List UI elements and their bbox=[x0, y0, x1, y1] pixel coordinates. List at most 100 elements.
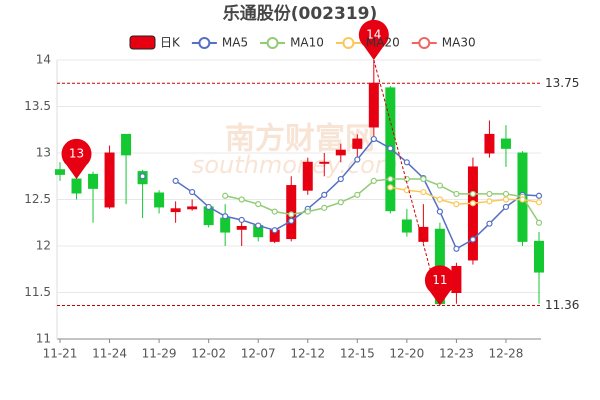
ma-point bbox=[354, 156, 361, 163]
legend-label: MA30 bbox=[442, 36, 476, 50]
x-tick-label: 12-12 bbox=[290, 347, 325, 361]
ma-point bbox=[222, 213, 229, 220]
candle-body bbox=[302, 161, 313, 191]
y-tick-label: 13.5 bbox=[24, 99, 51, 113]
x-tick-label: 12-23 bbox=[439, 347, 474, 361]
candle-body bbox=[154, 192, 165, 208]
candle-body bbox=[71, 178, 82, 194]
mark-pin-label: 13 bbox=[69, 147, 84, 161]
ma-point bbox=[469, 190, 477, 198]
candle-body bbox=[534, 240, 544, 273]
ma-point bbox=[502, 190, 510, 198]
ma-point bbox=[321, 191, 328, 198]
ma-point bbox=[387, 145, 394, 152]
candle-body bbox=[104, 152, 115, 208]
ma-point bbox=[502, 196, 510, 203]
ma-point bbox=[271, 227, 278, 234]
y-tick-label: 12 bbox=[36, 239, 51, 253]
legend-swatch bbox=[198, 37, 211, 49]
ma-point bbox=[387, 175, 394, 183]
candle-body bbox=[500, 138, 511, 149]
y-tick-label: 14 bbox=[36, 53, 51, 67]
mark-pin bbox=[358, 19, 389, 60]
x-tick-label: 11-21 bbox=[43, 347, 78, 361]
mark-pin bbox=[424, 265, 455, 306]
candle-body bbox=[335, 149, 346, 156]
ma-point bbox=[321, 204, 328, 211]
x-tick-label: 12-20 bbox=[389, 347, 424, 361]
ma-line bbox=[390, 186, 540, 205]
ma-point bbox=[255, 201, 262, 208]
legend-item: MA10 bbox=[260, 36, 324, 50]
ma-point bbox=[453, 201, 460, 208]
ma-point bbox=[304, 208, 311, 215]
legend-label: MA10 bbox=[290, 36, 324, 50]
ma-point bbox=[139, 173, 146, 180]
ma-point bbox=[535, 199, 543, 206]
candle-body bbox=[187, 206, 198, 210]
ma-point bbox=[271, 208, 278, 215]
mark-pin-label: 14 bbox=[366, 28, 381, 42]
legend-swatch bbox=[129, 35, 156, 50]
ma-point bbox=[486, 190, 493, 198]
ma-point bbox=[453, 190, 460, 198]
x-tick-label: 12-02 bbox=[191, 347, 226, 361]
ma-point bbox=[189, 188, 196, 196]
x-tick-label: 12-28 bbox=[489, 347, 524, 361]
ma-point bbox=[337, 199, 344, 206]
ma-point bbox=[436, 208, 443, 215]
ma-point bbox=[403, 187, 410, 194]
ma-point bbox=[502, 203, 510, 211]
legend-label: MA20 bbox=[366, 36, 400, 50]
x-tick-label: 11-29 bbox=[142, 347, 177, 361]
y-tick-label: 11.5 bbox=[24, 285, 51, 299]
legend-item: 日K bbox=[129, 35, 181, 50]
candle-body bbox=[368, 82, 379, 128]
mark-line-label: 11.36 bbox=[545, 298, 579, 312]
candle-body bbox=[319, 161, 330, 164]
legend-swatch bbox=[418, 37, 431, 49]
ma-point bbox=[354, 191, 361, 198]
ma-point bbox=[436, 182, 443, 189]
candle-body bbox=[55, 169, 65, 175]
ma-point bbox=[535, 192, 543, 199]
ma-point bbox=[238, 216, 245, 224]
x-tick-label: 12-15 bbox=[340, 347, 375, 361]
candle-body bbox=[484, 133, 495, 154]
ma-point bbox=[535, 219, 543, 226]
mark-line-label: 13.75 bbox=[545, 76, 579, 90]
ma-point bbox=[453, 245, 460, 252]
y-tick-label: 13 bbox=[36, 146, 51, 160]
candle-body bbox=[170, 208, 181, 213]
candle-body bbox=[88, 173, 99, 189]
mark-pin-label: 11 bbox=[432, 273, 447, 287]
x-tick-label: 11-24 bbox=[92, 347, 127, 361]
ma-point bbox=[288, 211, 295, 218]
ma-point bbox=[337, 175, 344, 183]
mark-pin bbox=[61, 138, 92, 180]
candle-body bbox=[220, 217, 231, 233]
ma-point bbox=[222, 192, 229, 199]
y-tick-label: 12.5 bbox=[24, 192, 51, 206]
watermark: 南方财富网 bbox=[225, 122, 375, 157]
ma-point bbox=[238, 196, 245, 203]
candle-body bbox=[352, 138, 363, 149]
ma-point bbox=[420, 188, 427, 196]
ma-point bbox=[205, 203, 212, 211]
ma-point bbox=[519, 196, 526, 203]
ma-point bbox=[486, 198, 493, 205]
chart-title: 乐通股份(002319) bbox=[223, 3, 378, 24]
candle-body bbox=[121, 133, 132, 156]
ma-point bbox=[288, 217, 295, 224]
x-tick-label: 12-07 bbox=[241, 347, 276, 361]
legend-item: MA20 bbox=[335, 36, 400, 50]
legend-label: MA5 bbox=[222, 36, 248, 50]
ma-point bbox=[370, 177, 377, 184]
legend-label: 日K bbox=[160, 36, 181, 50]
legend-item: MA30 bbox=[411, 36, 476, 50]
y-tick-label: 11 bbox=[36, 332, 51, 346]
ma-point bbox=[172, 177, 179, 184]
ma-point bbox=[486, 220, 493, 227]
